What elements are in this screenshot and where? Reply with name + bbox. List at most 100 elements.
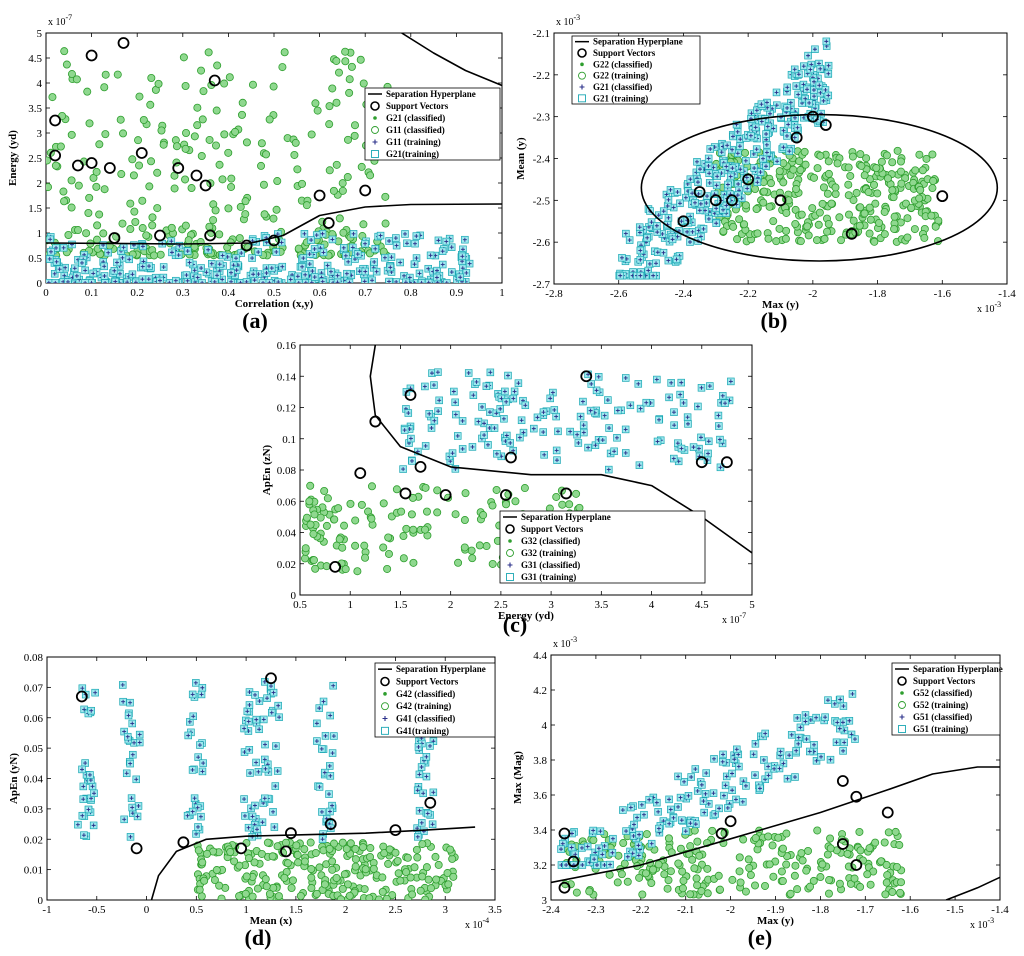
legend-classA-classified-swatch [508,539,512,543]
data-point-star [808,67,813,72]
data-point-star [671,205,676,210]
data-point-star [636,853,641,858]
support-vector-point [265,672,277,685]
legend-classB-classified-swatch [507,562,513,568]
data-point-star [725,182,730,187]
data-point-star [453,400,458,405]
data-point [305,497,314,506]
data-point-star [578,414,583,419]
data-point [797,210,806,219]
data-point [866,880,875,889]
data-point [73,226,82,235]
data-point [82,229,91,238]
data-point-star [796,72,801,77]
data-point [357,500,366,509]
data-point-star [646,268,651,273]
legend-classB-classified-swatch [382,716,388,721]
data-point [274,892,283,900]
data-point-star [404,241,409,246]
data-point-star [256,769,261,774]
data-point [217,894,226,900]
data-point [378,873,387,882]
legend-support-swatch [577,48,587,58]
data-point-star [198,814,203,819]
data-point-star [263,766,268,771]
data-point-star [129,796,134,801]
data-point [703,864,712,873]
data-point [880,838,889,847]
data-point [793,885,802,894]
data-point [224,204,233,213]
data-point-star [834,740,839,745]
data-point [814,220,823,229]
data-point-star [743,158,748,163]
data-point [884,828,893,837]
data-point [752,204,761,213]
data-point-star [321,250,326,255]
support-vector-point [560,487,573,500]
x-exponent-label: x 10-3 [970,916,994,931]
data-point-star [667,821,672,826]
legend: Separation Hyperplane Support Vectors G42 … [374,662,496,738]
data-point-star [363,269,368,274]
data-point [291,138,300,147]
data-point-star [743,783,748,788]
legend-label: Separation Hyperplane [913,664,1003,674]
data-point [156,250,165,259]
data-point-star [837,726,842,731]
data-point [210,876,219,885]
data-point [816,151,825,160]
data-point [792,185,801,194]
data-point [265,115,274,124]
data-point-star [327,792,332,797]
data-point-star [467,261,472,266]
data-point-star [72,266,77,271]
data-point-star [272,825,277,830]
data-point [678,884,687,893]
data-point-star [823,715,828,720]
y-tick-label: 3.6 [533,790,547,802]
data-point [235,892,244,900]
data-point-star [654,223,659,228]
support-vector-point [313,189,326,202]
data-point-star [229,270,234,275]
data-point-star [774,90,779,95]
y-tick-label: 0.1 [282,434,296,446]
data-point-star [828,757,833,762]
data-point-star [251,272,256,277]
data-point [93,221,102,230]
data-point-star [460,254,465,259]
data-point [764,832,773,841]
support-vectors [75,672,437,858]
data-point-star [701,799,706,804]
data-point [502,500,511,509]
data-point [745,864,754,873]
x-tick-label: -1.9 [767,904,785,916]
data-point-star [568,429,573,434]
data-point [863,870,872,879]
data-point [179,53,188,62]
data-point-star [264,270,269,275]
data-point-star [125,734,130,739]
data-point-star [678,392,683,397]
data-point [434,860,443,869]
data-point [46,183,53,192]
x-tick-label: -2.2 [739,288,756,300]
data-point [812,236,821,245]
data-point-star [417,808,422,813]
legend-support-swatch [505,524,515,534]
data-point-star [83,268,88,273]
data-point-star [323,733,328,738]
legend-label: Separation Hyperplane [593,37,683,47]
data-point-star [307,252,312,257]
data-point-star [592,857,597,862]
data-point [238,98,247,107]
data-point-star [816,61,821,66]
data-point-star [412,262,417,267]
data-point-star [636,843,641,848]
data-point-star [696,191,701,196]
data-point [849,196,858,205]
data-point [290,150,299,159]
data-point-star [424,754,429,759]
data-point-star [620,808,625,813]
